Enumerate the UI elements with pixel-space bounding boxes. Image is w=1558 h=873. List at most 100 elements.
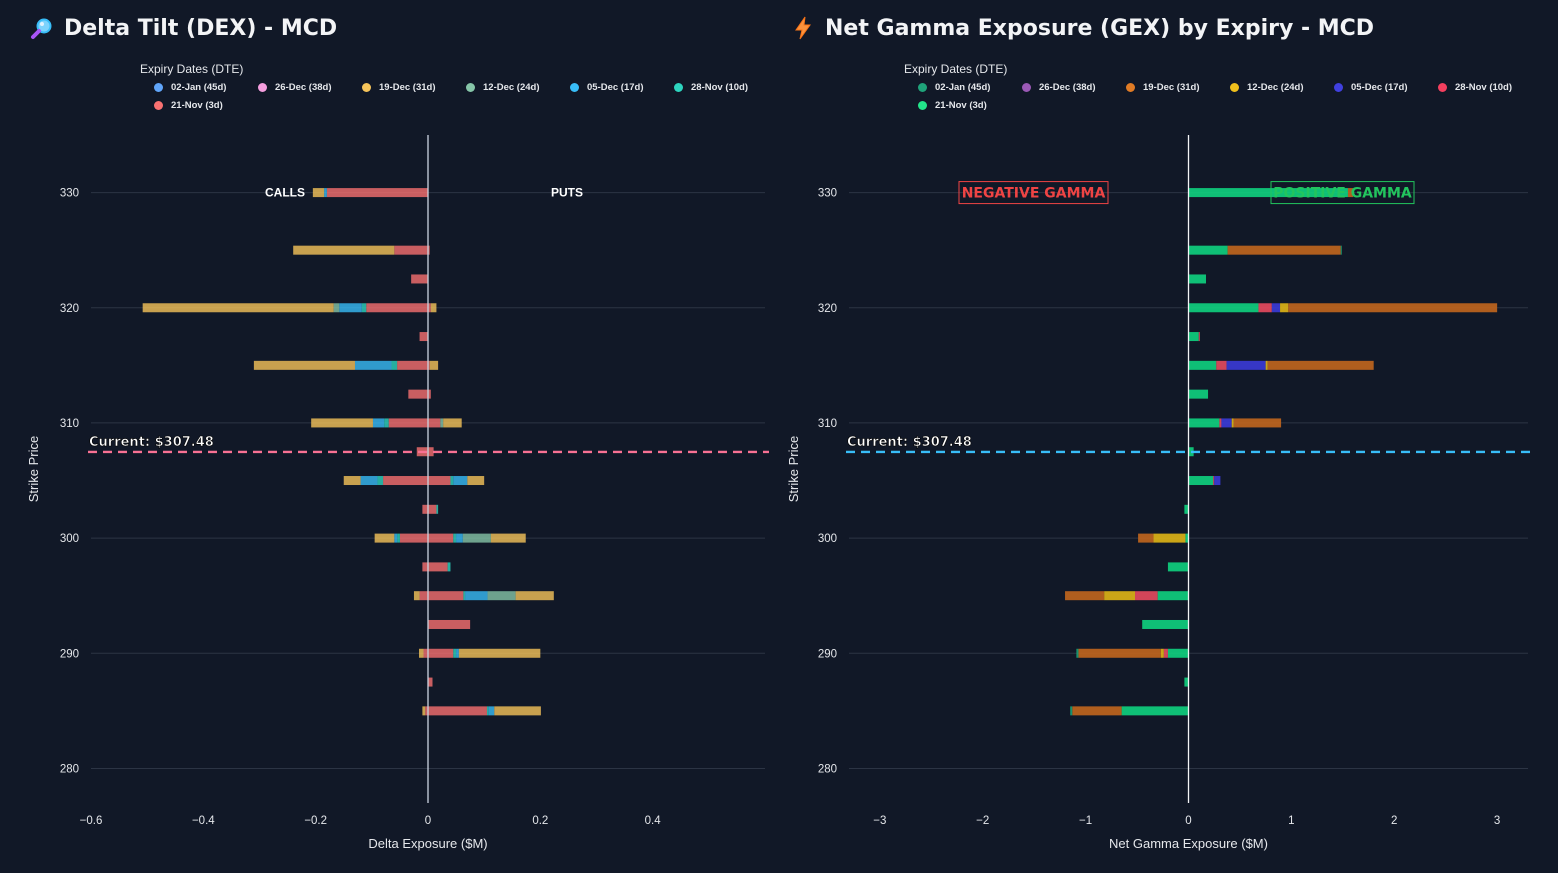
bar-segment — [361, 303, 367, 313]
y-tick-label: 330 — [818, 188, 837, 200]
x-tick-label: 0 — [1185, 815, 1191, 827]
bar-segment — [487, 591, 516, 601]
bar-segment — [428, 389, 431, 399]
bar-segment — [428, 648, 454, 658]
bar-segment — [419, 648, 424, 658]
bar-segment — [293, 245, 395, 255]
current-price-label: Current: $307.48 — [89, 435, 214, 450]
bar-segment — [394, 245, 428, 255]
y-tick-label: 320 — [818, 303, 837, 315]
bar-segment — [383, 476, 428, 486]
legend-item[interactable]: 19-Dec (31d) — [362, 82, 466, 93]
negative-gamma-annotation: NEGATIVE GAMMA — [962, 186, 1106, 202]
bar-segment — [463, 591, 466, 601]
legend-item[interactable]: 12-Dec (24d) — [466, 82, 570, 93]
bar-segment — [428, 677, 433, 687]
bar-segment — [384, 418, 389, 428]
bar-segment — [1188, 418, 1220, 428]
legend-item[interactable]: 05-Dec (17d) — [570, 82, 674, 93]
bar-segment — [388, 418, 428, 428]
bar-segment — [411, 274, 428, 284]
bar-segment — [428, 504, 437, 514]
legend-item[interactable]: 02-Jan (45d) — [154, 82, 258, 93]
bar-segment — [324, 188, 327, 198]
legend-items: 02-Jan (45d) 26-Dec (38d) 19-Dec (31d) 12-D… — [904, 82, 1544, 111]
legend-item[interactable]: 19-Dec (31d) — [1126, 82, 1230, 93]
legend-swatch — [154, 83, 163, 92]
gex-legend: Expiry Dates (DTE) 02-Jan (45d) 26-Dec (3… — [904, 62, 1544, 111]
bar-segment — [486, 706, 489, 716]
bar-segment — [465, 591, 488, 601]
bar-segment — [1138, 533, 1154, 543]
bar-segment — [1214, 476, 1221, 486]
legend-label: 19-Dec (31d) — [379, 82, 436, 93]
bar-segment — [1188, 476, 1214, 486]
bar-segment — [333, 303, 340, 313]
x-tick-label: −0.6 — [80, 815, 103, 827]
bar-segment — [1167, 562, 1189, 572]
legend-label: 12-Dec (24d) — [1247, 82, 1304, 93]
bar-segment — [1233, 418, 1282, 428]
delta-tilt-title: Delta Tilt (DEX) - MCD — [64, 15, 338, 41]
legend-label: 26-Dec (38d) — [275, 82, 332, 93]
bar-segment — [372, 418, 385, 428]
bar-segment — [1188, 389, 1209, 399]
legend-item[interactable]: 05-Dec (17d) — [1334, 82, 1438, 93]
bar-segment — [1213, 476, 1215, 486]
bar-segment — [1227, 245, 1341, 255]
legend-items: 02-Jan (45d) 26-Dec (38d) 19-Dec (31d) 12-D… — [140, 82, 780, 111]
bar-segment — [142, 303, 334, 313]
bar-segment — [467, 476, 485, 486]
bar-segment — [1258, 303, 1272, 313]
bar-segment — [1076, 648, 1079, 658]
legend-label: 02-Jan (45d) — [935, 82, 991, 93]
bar-segment — [428, 706, 487, 716]
x-tick-label: −0.4 — [192, 815, 215, 827]
bar-segment — [1265, 360, 1268, 370]
delta-tilt-title-row: Delta Tilt (DEX) - MCD — [30, 12, 337, 44]
bar-segment — [253, 360, 355, 370]
legend-item[interactable]: 26-Dec (38d) — [1022, 82, 1126, 93]
bar-segment — [1188, 332, 1199, 342]
bar-segment — [1188, 188, 1348, 198]
legend-item[interactable]: 12-Dec (24d) — [1230, 82, 1334, 93]
bar-segment — [429, 360, 439, 370]
legend-item[interactable]: 02-Jan (45d) — [918, 82, 1022, 93]
legend-label: 05-Dec (17d) — [587, 82, 644, 93]
bar-segment — [399, 533, 428, 543]
legend-item[interactable]: 26-Dec (38d) — [258, 82, 362, 93]
bar-segment — [443, 418, 462, 428]
x-axis-title: Net Gamma Exposure ($M) — [1109, 836, 1268, 851]
bar-segment — [430, 303, 437, 313]
legend-swatch — [918, 83, 927, 92]
bar-segment — [422, 562, 428, 572]
bar-segment — [1065, 591, 1105, 601]
bar-segment — [1184, 504, 1189, 514]
bar-segment — [374, 533, 395, 543]
bar-segment — [1078, 648, 1161, 658]
bar-segment — [1104, 591, 1136, 601]
legend-item[interactable]: 28-Nov (10d) — [674, 82, 778, 93]
legend-swatch — [466, 83, 475, 92]
magnifier-icon — [30, 16, 54, 40]
positive-gamma-annotation: POSITIVE GAMMA — [1273, 186, 1412, 202]
bar-segment — [1271, 303, 1281, 313]
y-tick-label: 300 — [818, 533, 837, 545]
legend-item[interactable]: 21-Nov (3d) — [918, 100, 1022, 111]
bar-segment — [515, 591, 554, 601]
bar-segment — [1219, 418, 1222, 428]
negative-gamma-box — [958, 181, 1109, 205]
bar-segment — [1072, 706, 1122, 716]
legend-item[interactable]: 28-Nov (10d) — [1438, 82, 1542, 93]
bar-segment — [488, 706, 495, 716]
legend-item[interactable]: 21-Nov (3d) — [154, 100, 258, 111]
bar-segment — [428, 591, 464, 601]
bar-segment — [1216, 360, 1227, 370]
bar-segment — [1226, 360, 1266, 370]
bar-segment — [428, 360, 430, 370]
bar-segment — [428, 619, 471, 629]
bar-segment — [1188, 274, 1206, 284]
legend-swatch — [1334, 83, 1343, 92]
bar-segment — [428, 303, 431, 313]
bar-segment — [423, 648, 428, 658]
